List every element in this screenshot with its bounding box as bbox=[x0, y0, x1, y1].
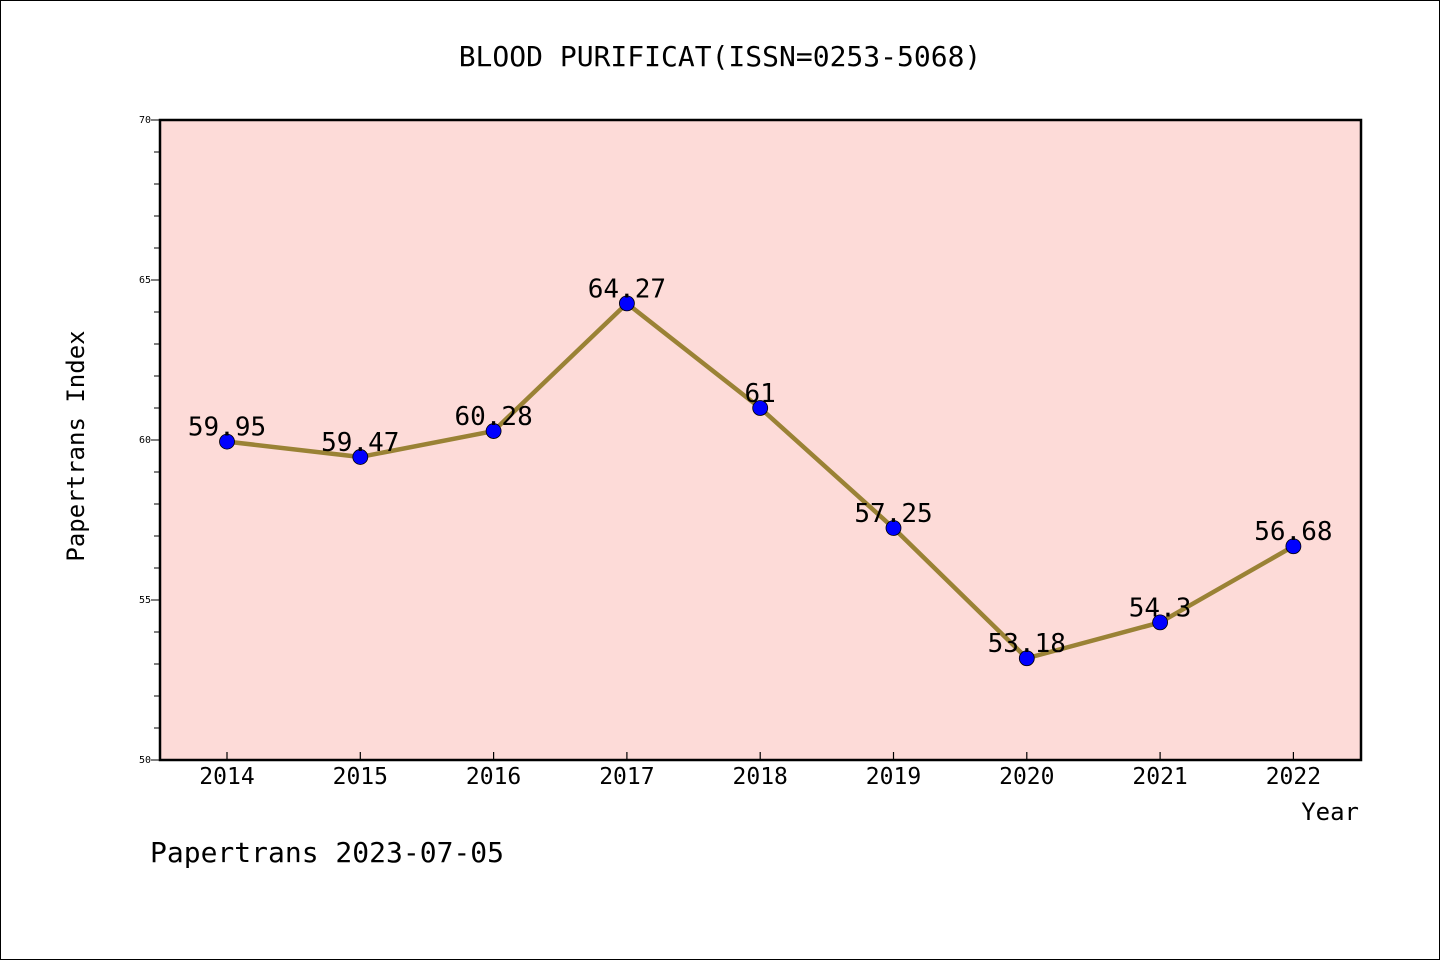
y-axis: 50 55 60 65 70 bbox=[139, 115, 160, 766]
plot-area bbox=[158, 118, 1363, 762]
data-label: 56.68 bbox=[1254, 517, 1332, 547]
x-tick-label: 2017 bbox=[599, 764, 654, 790]
x-axis-title: Year bbox=[1301, 798, 1359, 826]
footer-credit: Papertrans 2023-07-05 bbox=[150, 836, 505, 869]
x-tick-label: 2016 bbox=[466, 764, 521, 790]
data-label: 60.28 bbox=[454, 402, 532, 432]
x-tick-label: 2021 bbox=[1132, 764, 1187, 790]
data-point bbox=[1018, 650, 1035, 667]
x-tick-label: 2015 bbox=[333, 764, 388, 790]
y-tick-label: 55 bbox=[139, 595, 151, 606]
x-tick-label: 2018 bbox=[733, 764, 788, 790]
data-point bbox=[885, 520, 902, 536]
chart-title: BLOOD PURIFICAT(ISSN=0253-5068) bbox=[459, 40, 982, 73]
x-tick-label: 2022 bbox=[1266, 764, 1321, 790]
y-tick-label: 65 bbox=[139, 275, 151, 286]
x-axis: 2014 2015 2016 2017 2018 2019 2020 2021 2022 bbox=[199, 752, 1321, 790]
data-labels: 59.95 59.47 60.28 64.27 61 57.25 53.18 54.3 56.6… bbox=[188, 274, 1333, 659]
data-point bbox=[619, 295, 635, 312]
y-tick-label: 60 bbox=[139, 435, 151, 446]
data-label: 59.95 bbox=[188, 413, 266, 443]
data-label: 57.25 bbox=[854, 499, 932, 529]
data-point bbox=[1285, 538, 1302, 555]
series-papertrans-index bbox=[219, 295, 1302, 667]
y-axis-title: Papertrans Index bbox=[62, 330, 90, 561]
data-label: 59.47 bbox=[321, 428, 399, 458]
x-tick-label: 2019 bbox=[866, 764, 921, 790]
y-tick-label: 70 bbox=[139, 115, 151, 126]
data-label: 64.27 bbox=[588, 274, 666, 304]
x-tick-label: 2020 bbox=[999, 764, 1054, 790]
data-point bbox=[485, 423, 502, 439]
data-label: 54.3 bbox=[1129, 593, 1192, 623]
data-point bbox=[219, 433, 235, 450]
data-point bbox=[1152, 614, 1168, 631]
data-point bbox=[752, 400, 769, 416]
x-tick-label: 2014 bbox=[199, 764, 254, 790]
data-point bbox=[352, 449, 369, 465]
data-label: 61 bbox=[745, 379, 776, 409]
y-tick-label: 50 bbox=[139, 755, 151, 766]
data-label: 53.18 bbox=[988, 629, 1066, 659]
